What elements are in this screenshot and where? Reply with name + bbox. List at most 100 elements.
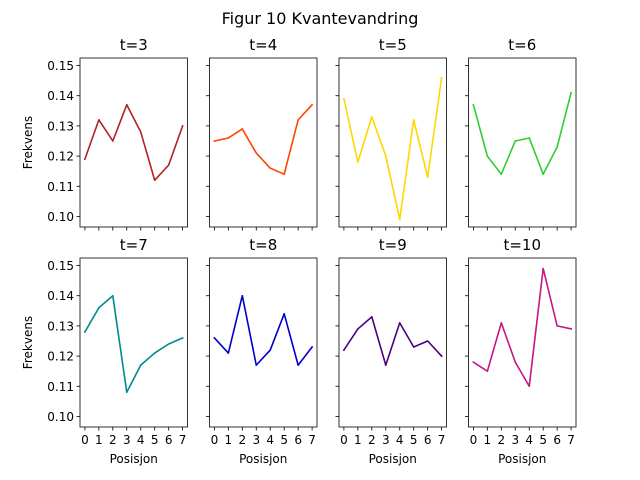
data-point: [371, 316, 373, 318]
data-point: [241, 128, 244, 130]
data-point: [514, 361, 517, 363]
data-point: [570, 91, 572, 94]
x-tick-label: 3: [382, 433, 390, 447]
x-tick-label: 2: [497, 433, 505, 447]
data-point: [139, 131, 142, 133]
x-tick-label: 5: [151, 433, 159, 447]
series-line: [83, 103, 184, 182]
subplot-title: t=9: [379, 236, 407, 254]
data-point: [384, 364, 387, 366]
x-tick-label: 6: [553, 433, 561, 447]
axes-frame: [209, 257, 318, 428]
x-tick-label: 7: [567, 433, 575, 447]
y-axis-label: Frekvens: [21, 116, 35, 169]
subplot-3: t=5: [335, 36, 447, 231]
data-point: [440, 355, 443, 357]
subplot-6: t=8 0 1 2 3 4 5 6 7 Posisjon: [206, 236, 318, 466]
series-line: [213, 103, 314, 175]
series-line: [83, 294, 184, 394]
x-tick-label: 6: [294, 433, 302, 447]
x-tick-label: 5: [410, 433, 418, 447]
data-point: [311, 103, 313, 106]
y-axis-label: Frekvens: [21, 316, 35, 369]
data-point: [542, 267, 544, 270]
x-tick-label: 5: [280, 433, 288, 447]
subplot-7: t=9 0 1 2 3 4 5 6 7 Posisjon: [335, 236, 447, 466]
y-tick-label: 0.12: [47, 150, 74, 164]
data-point: [125, 391, 128, 394]
x-tick-label: 0: [340, 433, 348, 447]
data-point: [269, 349, 272, 351]
subplot-8: t=10 0 1 2 3 4 5 6 7 Posisjon: [465, 236, 577, 466]
data-point: [227, 352, 230, 354]
y-tick-label: 0.11: [47, 380, 74, 394]
data-point: [167, 343, 170, 345]
x-axis-label: Posisjon: [498, 452, 546, 466]
series-line: [342, 76, 443, 221]
axes-frame: [338, 257, 447, 428]
x-tick-label: 4: [525, 433, 533, 447]
x-tick-label: 0: [470, 433, 478, 447]
data-point: [153, 179, 156, 182]
y-tick-label: 0.14: [47, 289, 74, 303]
subplot-5: t=7 0.10 0.11 0.12 0.13 0.14 0.15 0 1 2 3 4 5 6 7 Frekv…: [21, 236, 188, 466]
x-tick-label: 3: [123, 433, 131, 447]
series-line: [342, 316, 443, 366]
data-point: [311, 346, 313, 348]
x-axis-label: Posisjon: [369, 452, 417, 466]
data-point: [153, 352, 156, 354]
data-point: [181, 125, 184, 127]
data-point: [528, 385, 531, 388]
figure-title: Figur 10 Kvantevandring: [222, 9, 419, 28]
data-point: [125, 103, 128, 106]
data-point: [570, 328, 572, 330]
x-tick-label: 4: [396, 433, 404, 447]
y-tick-label: 0.14: [47, 89, 74, 103]
series-line: [472, 267, 573, 388]
y-tick-label: 0.15: [47, 259, 74, 273]
subplot-title: t=6: [508, 36, 536, 54]
data-point: [426, 176, 429, 179]
x-axis-label: Posisjon: [110, 452, 158, 466]
axes-frame: [79, 257, 188, 428]
y-tick-label: 0.13: [47, 319, 74, 333]
data-point: [542, 173, 544, 175]
data-point: [213, 140, 216, 142]
x-tick-label: 7: [438, 433, 446, 447]
y-tick-label: 0.10: [47, 210, 74, 224]
x-axis-label: Posisjon: [239, 452, 287, 466]
series-line: [472, 91, 573, 175]
subplot-title: t=7: [120, 236, 148, 254]
y-tick-label: 0.15: [47, 59, 74, 73]
data-point: [98, 306, 100, 309]
data-point: [84, 158, 86, 160]
data-point: [255, 364, 258, 366]
data-point: [227, 137, 230, 139]
data-point: [486, 155, 489, 157]
axes-frame: [468, 257, 577, 428]
data-point: [528, 137, 531, 139]
data-point: [297, 119, 299, 121]
x-tick-label: 0: [211, 433, 219, 447]
data-point: [398, 322, 401, 324]
data-point: [139, 364, 142, 366]
subplot-title: t=3: [120, 36, 148, 54]
subplot-title: t=4: [249, 36, 277, 54]
data-point: [357, 161, 359, 163]
y-tick-label: 0.10: [47, 410, 74, 424]
x-tick-label: 2: [238, 433, 246, 447]
data-point: [472, 103, 475, 106]
data-point: [343, 349, 345, 351]
x-tick-label: 0: [81, 433, 89, 447]
data-point: [472, 361, 475, 363]
x-tick-label: 1: [484, 433, 492, 447]
data-point: [84, 331, 86, 333]
x-tick-label: 4: [266, 433, 274, 447]
data-point: [357, 328, 359, 330]
subplot-1: t=3 0.10 0.11 0.12 0.13 0.14 0.15 Frekvens: [21, 36, 188, 231]
axes-frame: [468, 57, 577, 228]
data-point: [556, 146, 558, 148]
data-point: [167, 164, 170, 166]
x-tick-label: 6: [424, 433, 432, 447]
x-tick-label: 7: [308, 433, 316, 447]
